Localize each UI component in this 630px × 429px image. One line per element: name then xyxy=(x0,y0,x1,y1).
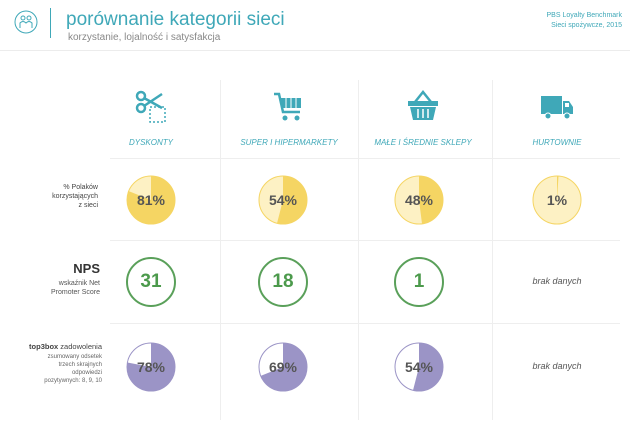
usage-pie: 1% xyxy=(532,175,582,225)
satisfaction-value: 69% xyxy=(268,359,298,375)
pie-slice xyxy=(277,176,307,224)
shopping-cart-icon xyxy=(272,88,306,129)
usage-label-line-2: korzystających xyxy=(52,193,98,200)
nps-sub-line-1: wskaźnik Net xyxy=(58,280,100,287)
page-title: porównanie kategorii sieci xyxy=(66,9,285,30)
satisfaction-subtitle: zsumowany odsetek trzech skrajnych odpow… xyxy=(44,353,102,385)
row-divider xyxy=(110,323,620,324)
nps-sub-line-2: Promoter Score xyxy=(50,289,100,296)
row-divider xyxy=(110,158,620,159)
page-subtitle: korzystanie, lojalność i satysfakcja xyxy=(68,32,221,43)
satisfaction-title-bold: top3box xyxy=(29,342,59,351)
pie-slice xyxy=(127,176,175,224)
nps-title: NPS xyxy=(73,261,100,276)
pie-graphic xyxy=(532,175,582,225)
usage-value: 48% xyxy=(404,192,434,208)
badge-line-1: PBS Loyalty Benchmark xyxy=(546,12,622,19)
pie-slice xyxy=(127,343,175,391)
pie-graphic xyxy=(258,175,308,225)
usage-value: 54% xyxy=(268,192,298,208)
header-underline xyxy=(0,50,630,51)
column-divider xyxy=(220,80,221,420)
usage-pie: 48% xyxy=(394,175,444,225)
header: porównanie kategorii sieci korzystanie, … xyxy=(0,0,630,46)
nps-subtitle: wskaźnik Net Promoter Score xyxy=(51,279,100,297)
nps-value: 18 xyxy=(272,271,294,292)
pie-graphic xyxy=(126,342,176,392)
row-label-satisfaction: top3box zadowolenia zsumowany odsetek tr… xyxy=(6,342,102,392)
pie-slice xyxy=(260,343,307,391)
nps-value: 1 xyxy=(413,271,425,292)
usage-label-line-3: z sieci xyxy=(78,202,98,209)
shopping-basket-icon xyxy=(406,88,440,129)
row-label-nps: NPS wskaźnik Net Promoter Score xyxy=(8,261,100,301)
satisfaction-pie: 54% xyxy=(394,342,444,392)
usage-value: 81% xyxy=(136,192,166,208)
category-hurtownie: HURTOWNIE xyxy=(492,88,622,152)
scissors-coupon-icon xyxy=(134,88,168,129)
pie-slice xyxy=(419,176,444,224)
category-super-hipermarkety: SUPER I HIPERMARKETY xyxy=(224,88,354,152)
category-dyskonty: DYSKONTY xyxy=(86,88,216,152)
satisfaction-sub-line-3: odpowiedzi xyxy=(71,370,102,376)
nps-ring: 18 xyxy=(258,257,308,307)
satisfaction-sub-line-2: trzech skrajnych xyxy=(58,362,102,368)
satisfaction-title: top3box zadowolenia xyxy=(29,342,102,351)
nps-no-data: brak danych xyxy=(532,276,582,286)
row-label-usage: % Polaków korzystających z sieci xyxy=(8,183,98,210)
pie-graphic xyxy=(126,175,176,225)
usage-value: 1% xyxy=(546,192,568,208)
pie-graphic xyxy=(394,175,444,225)
satisfaction-value: 54% xyxy=(404,359,434,375)
column-divider xyxy=(358,80,359,420)
category-label: SUPER I HIPERMARKETY xyxy=(240,138,338,147)
people-logo-icon xyxy=(14,10,38,34)
usage-label-line-1: % Polaków xyxy=(63,184,98,191)
nps-ring: 1 xyxy=(394,257,444,307)
satisfaction-pie: 78% xyxy=(126,342,176,392)
badge-line-2: Sieci spożywcze, 2015 xyxy=(551,22,622,29)
source-badge: PBS Loyalty Benchmark Sieci spożywcze, 2… xyxy=(547,11,622,31)
pie-slice xyxy=(557,176,559,200)
satisfaction-sub-line-1: zsumowany odsetek xyxy=(47,354,102,360)
row-divider xyxy=(110,240,620,241)
nps-ring: 31 xyxy=(126,257,176,307)
satisfaction-pie: 69% xyxy=(258,342,308,392)
usage-pie: 54% xyxy=(258,175,308,225)
satisfaction-value: 78% xyxy=(136,359,166,375)
delivery-truck-icon xyxy=(540,88,574,129)
satisfaction-no-data: brak danych xyxy=(532,361,582,371)
pie-graphic xyxy=(394,342,444,392)
satisfaction-title-rest: zadowolenia xyxy=(58,342,102,351)
nps-value: 31 xyxy=(140,271,162,292)
pie-slice xyxy=(413,343,443,391)
column-divider xyxy=(492,80,493,420)
category-male-srednie-sklepy: MAŁE I ŚREDNIE SKLEPY xyxy=(358,88,488,152)
category-label: DYSKONTY xyxy=(128,138,173,147)
header-divider xyxy=(50,8,51,38)
usage-pie: 81% xyxy=(126,175,176,225)
category-label: HURTOWNIE xyxy=(532,138,582,147)
satisfaction-sub-line-4: pozytywnych: 8, 9, 10 xyxy=(44,378,102,384)
pie-graphic xyxy=(258,342,308,392)
category-label: MAŁE I ŚREDNIE SKLEPY xyxy=(374,138,472,147)
